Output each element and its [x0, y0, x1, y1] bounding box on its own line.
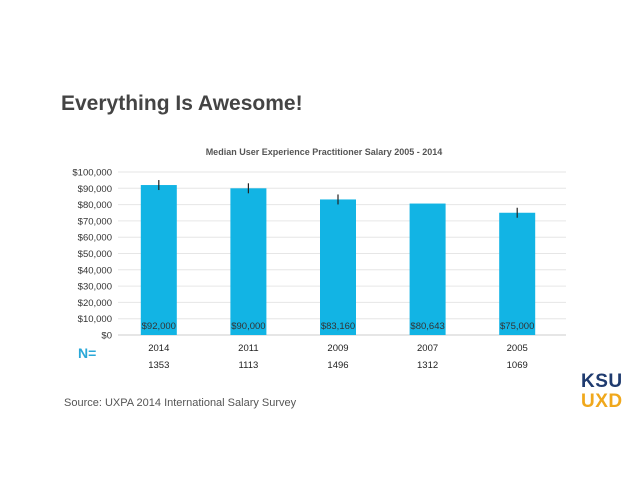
n-value-label: 1496 [327, 360, 348, 371]
x-tick-label: 2011 [238, 343, 258, 354]
x-tick-label: 2007 [417, 343, 438, 354]
n-value-label: 1113 [239, 360, 259, 371]
y-tick-label: $30,000 [78, 282, 112, 293]
source-note: Source: UXPA 2014 International Salary S… [64, 397, 297, 409]
y-tick-label: $50,000 [78, 249, 112, 260]
ksu-uxd-logo: KSU UXD [581, 372, 623, 412]
n-value-label: 1312 [417, 360, 438, 371]
n-label: N= [78, 345, 97, 361]
y-tick-label: $100,000 [72, 168, 112, 179]
y-tick-label: $20,000 [78, 298, 112, 309]
y-tick-label: $70,000 [78, 216, 112, 227]
bar [320, 199, 356, 335]
logo-line-uxd: UXD [581, 391, 623, 412]
y-tick-label: $60,000 [78, 233, 112, 244]
y-tick-label: $10,000 [78, 314, 112, 325]
n-value-label: 1353 [148, 360, 169, 371]
bar [499, 212, 536, 335]
y-tick-label: $0 [101, 331, 112, 342]
y-tick-label: $90,000 [78, 184, 112, 195]
x-tick-label: 2005 [507, 343, 528, 354]
bar-value-label: $92,000 [142, 321, 176, 332]
y-tick-label: $80,000 [78, 200, 112, 211]
x-tick-label: 2014 [148, 343, 169, 354]
n-value-label: 1069 [507, 360, 528, 371]
bar-value-label: $80,643 [410, 321, 444, 332]
bar [230, 188, 267, 335]
slide-title: Everything Is Awesome! [61, 92, 303, 115]
x-tick-label: 2009 [327, 343, 348, 354]
bar-value-label: $75,000 [500, 321, 534, 332]
bar [409, 203, 446, 335]
bar [140, 185, 177, 335]
y-tick-label: $40,000 [78, 265, 112, 276]
chart-title: Median User Experience Practitioner Sala… [205, 147, 443, 157]
bar-value-label: $83,160 [321, 321, 355, 332]
bar-value-label: $90,000 [231, 321, 265, 332]
logo-line-ksu: KSU [581, 371, 623, 392]
